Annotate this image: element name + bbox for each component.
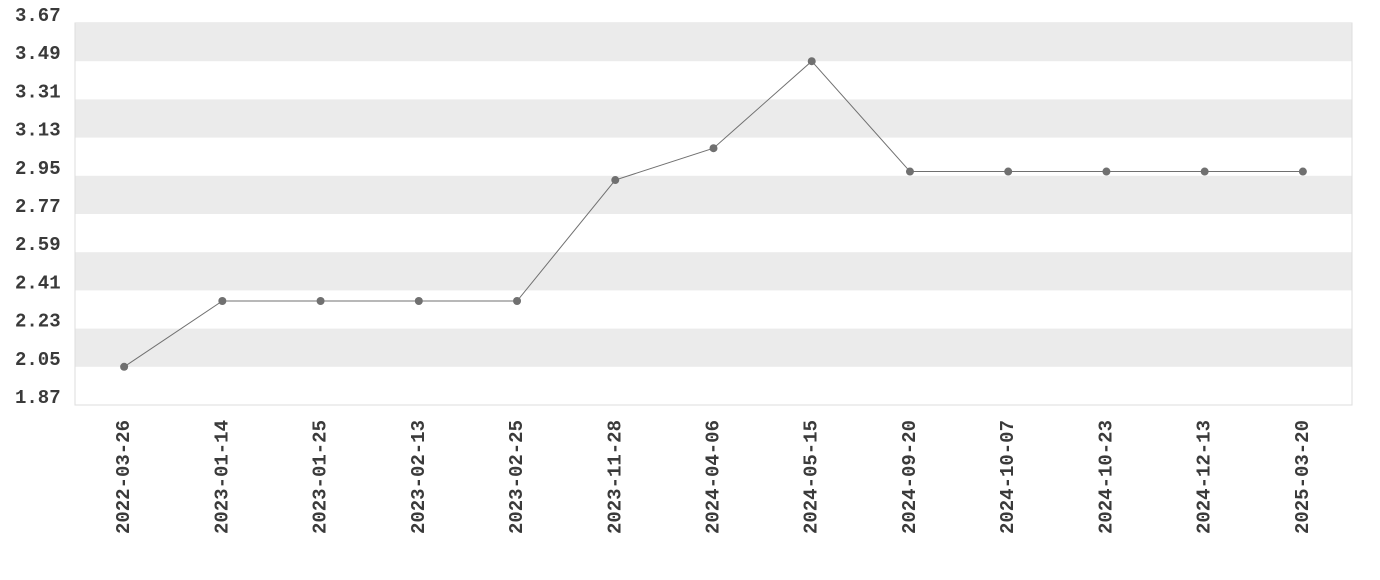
y-tick-label: 2.95 bbox=[15, 158, 61, 180]
x-tick-label: 2024-09-20 bbox=[899, 420, 921, 534]
y-tick-label: 3.49 bbox=[15, 43, 61, 65]
y-tick-label: 2.59 bbox=[15, 234, 61, 256]
grid-band bbox=[75, 175, 1352, 214]
point bbox=[1200, 167, 1209, 176]
grid-band bbox=[75, 99, 1352, 138]
x-tick-label: 2024-10-23 bbox=[1095, 420, 1117, 534]
x-tick-label: 2025-03-20 bbox=[1292, 420, 1314, 534]
x-tick-label: 2023-01-25 bbox=[310, 420, 332, 534]
grid-band bbox=[75, 252, 1352, 291]
point bbox=[120, 362, 129, 371]
x-tick-label: 2024-04-06 bbox=[703, 420, 725, 534]
y-tick-label: 3.13 bbox=[15, 120, 61, 142]
x-tick-label: 2024-05-15 bbox=[801, 420, 823, 534]
x-tick-label: 2022-03-26 bbox=[113, 420, 135, 534]
y-tick-label: 3.31 bbox=[15, 81, 61, 103]
x-tick-label: 2023-11-28 bbox=[604, 420, 626, 534]
y-tick-label: 1.87 bbox=[15, 387, 61, 409]
x-tick-label: 2023-02-13 bbox=[408, 420, 430, 534]
point bbox=[316, 297, 325, 306]
y-tick-label: 2.77 bbox=[15, 196, 61, 218]
x-tick-label: 2023-02-25 bbox=[506, 420, 528, 534]
grid-band bbox=[75, 328, 1352, 367]
point bbox=[709, 144, 718, 153]
point bbox=[1004, 167, 1013, 176]
point bbox=[218, 297, 227, 306]
point bbox=[1102, 167, 1111, 176]
point bbox=[414, 297, 423, 306]
point bbox=[611, 176, 620, 185]
point bbox=[905, 167, 914, 176]
x-tick-label: 2023-01-14 bbox=[211, 420, 233, 534]
y-tick-label: 3.67 bbox=[15, 5, 61, 27]
point bbox=[807, 57, 816, 66]
x-tick-label: 2024-12-13 bbox=[1194, 420, 1216, 534]
y-tick-label: 2.23 bbox=[15, 311, 61, 333]
y-tick-label: 2.41 bbox=[15, 272, 61, 294]
point bbox=[1298, 167, 1307, 176]
grid-band bbox=[75, 23, 1352, 62]
y-tick-label: 2.05 bbox=[15, 349, 61, 371]
x-tick-label: 2024-10-07 bbox=[997, 420, 1019, 534]
point bbox=[513, 297, 522, 306]
